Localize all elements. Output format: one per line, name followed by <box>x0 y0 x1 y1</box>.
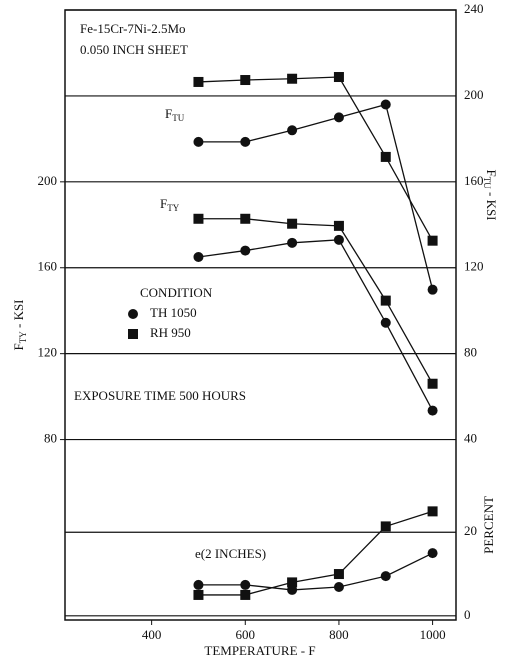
group-label-sub: TU <box>172 113 184 123</box>
series-line <box>198 239 434 411</box>
marker <box>333 581 344 592</box>
y-tick-label: 0 <box>464 607 471 622</box>
marker <box>380 151 391 162</box>
series-line <box>198 103 434 290</box>
marker <box>427 284 438 295</box>
legend-marker <box>128 309 138 319</box>
marker <box>287 125 298 136</box>
annotation: EXPOSURE TIME 500 HOURS <box>74 388 246 403</box>
group-label-main: F <box>160 196 167 211</box>
legend-label: RH 950 <box>150 325 191 340</box>
plot-frame <box>64 9 457 621</box>
marker <box>240 589 251 600</box>
marker <box>427 235 438 246</box>
legend-marker <box>128 329 138 339</box>
marker <box>380 571 391 582</box>
x-axis-label: TEMPERATURE - F <box>204 643 315 658</box>
marker <box>333 569 344 580</box>
group-label-main: F <box>165 106 172 121</box>
y-tick-label: 80 <box>464 345 477 360</box>
legend-title: CONDITION <box>140 285 213 300</box>
y3-axis-label: PERCENT <box>481 496 496 554</box>
marker <box>333 234 344 245</box>
marker <box>427 405 438 416</box>
marker <box>380 99 391 110</box>
y-tick-label: 160 <box>38 259 58 274</box>
y-axis-label-sub: TY <box>18 331 28 343</box>
y-tick-label: 200 <box>464 87 484 102</box>
marker <box>333 72 344 83</box>
y-tick-label: 200 <box>38 173 58 188</box>
marker <box>287 237 298 248</box>
annotation: 0.050 INCH SHEET <box>80 42 188 57</box>
marker <box>240 245 251 256</box>
marker <box>193 136 204 147</box>
y-tick-label: 120 <box>464 259 484 274</box>
series-line <box>198 76 434 242</box>
annotation: e(2 INCHES) <box>195 546 266 561</box>
marker <box>427 548 438 559</box>
marker <box>193 76 204 87</box>
y-tick-label: 120 <box>38 345 58 360</box>
annotation: Fe-15Cr-7Ni-2.5Mo <box>80 21 186 36</box>
x-tick-label: 1000 <box>420 627 446 642</box>
y-tick-label: 20 <box>464 523 477 538</box>
x-tick-label: 400 <box>142 627 162 642</box>
y-tick-label: 240 <box>464 1 484 16</box>
series-line <box>198 218 434 385</box>
marker <box>427 506 438 517</box>
group-label: FTY <box>160 196 180 213</box>
marker <box>287 577 298 588</box>
y-axis-label: FTY - KSI <box>11 299 28 350</box>
marker <box>193 252 204 263</box>
x-tick-label: 800 <box>329 627 349 642</box>
y2-axis-label-rest: - KSI <box>484 189 499 221</box>
marker <box>380 521 391 532</box>
marker <box>333 112 344 123</box>
y-tick-label: 40 <box>464 431 477 446</box>
y-axis-label-main: F <box>11 343 26 350</box>
marker <box>380 295 391 306</box>
marker <box>240 213 251 224</box>
series-line <box>198 552 433 591</box>
group-label: FTU <box>165 106 185 123</box>
legend-label: TH 1050 <box>150 305 197 320</box>
marker <box>287 584 298 595</box>
marker <box>380 317 391 328</box>
marker <box>240 136 251 147</box>
marker <box>287 73 298 84</box>
marker <box>193 589 204 600</box>
y-tick-label: 160 <box>464 173 484 188</box>
marker <box>240 579 251 590</box>
marker <box>287 218 298 229</box>
marker <box>193 579 204 590</box>
marker <box>240 75 251 86</box>
group-label-sub: TY <box>167 203 179 213</box>
y-axis-label-rest: - KSI <box>11 299 26 331</box>
marker <box>427 378 438 389</box>
series-line <box>198 510 433 596</box>
y2-axis-label-sub: TU <box>482 177 492 189</box>
x-tick-label: 600 <box>236 627 256 642</box>
y-tick-label: 80 <box>44 431 57 446</box>
y2-axis-label-main: F <box>484 169 499 176</box>
marker <box>333 220 344 231</box>
marker <box>193 213 204 224</box>
y2-axis-label: FTU - KSI <box>482 169 499 220</box>
